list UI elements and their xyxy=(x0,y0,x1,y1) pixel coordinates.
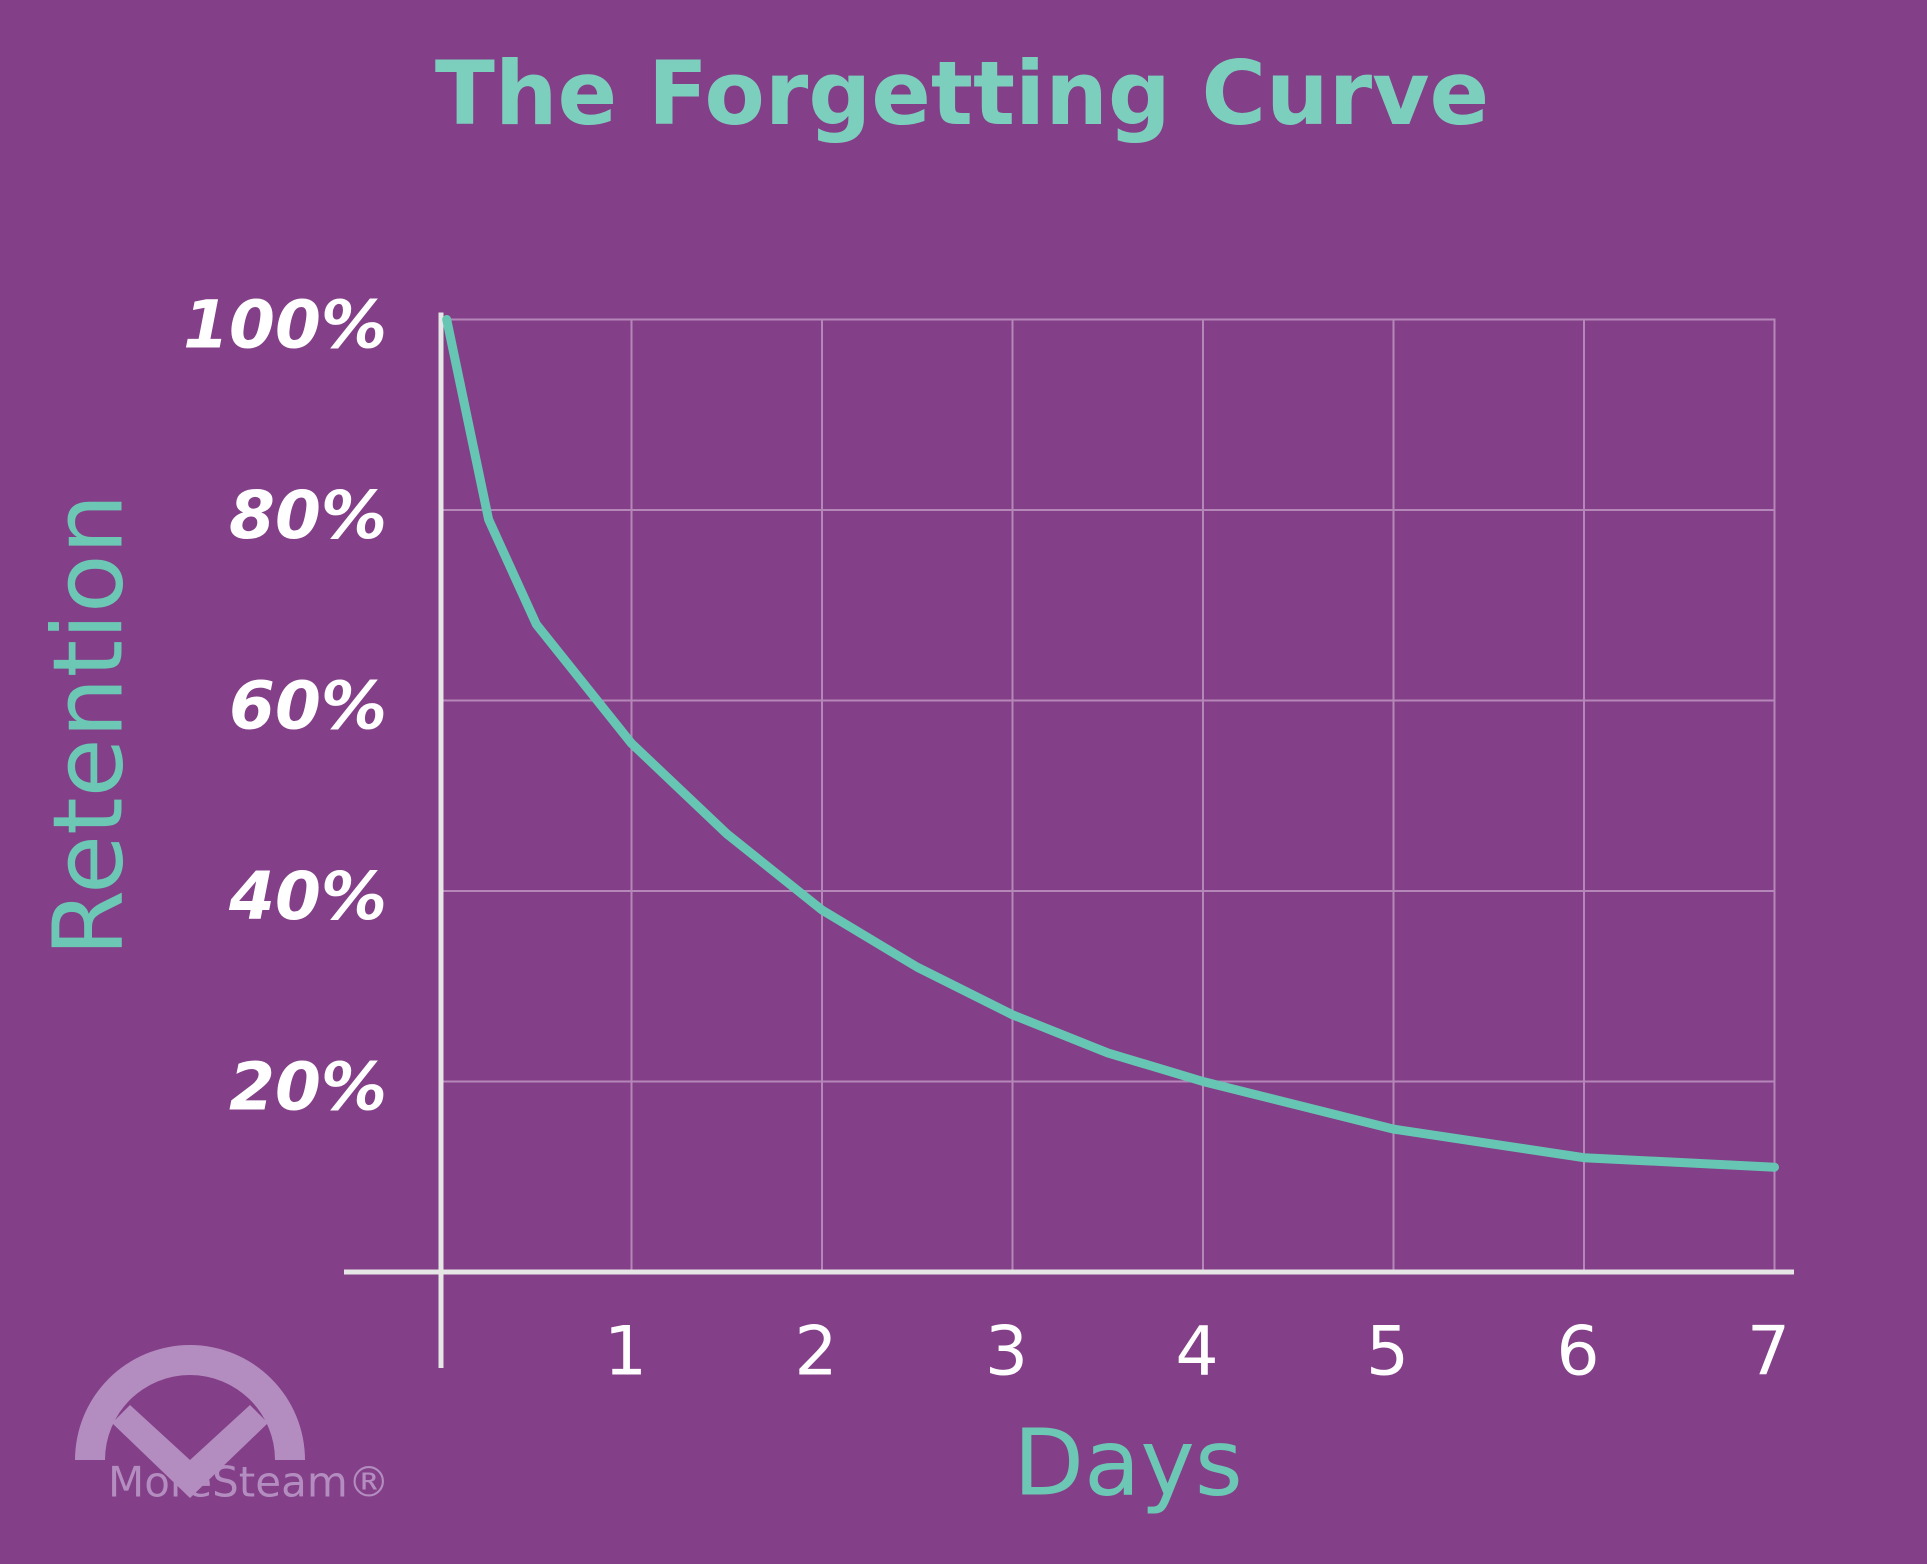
y-tick-label: 40% xyxy=(228,858,387,935)
y-axis-label: Retention xyxy=(32,494,144,957)
x-tick-label: 1 xyxy=(604,1313,647,1392)
y-tick-label: 60% xyxy=(229,668,387,745)
x-tick-label: 7 xyxy=(1747,1313,1790,1392)
chart-title: The Forgetting Curve xyxy=(435,42,1489,145)
plot-area: 20% 40% 60% 80% 100% 1 2 3 4 5 6 7 xyxy=(183,287,1794,1392)
y-tick-label: 20% xyxy=(229,1049,387,1126)
x-axis-label: Days xyxy=(1013,1409,1243,1516)
y-tick-label: 100% xyxy=(183,287,387,364)
x-tick-label: 3 xyxy=(985,1313,1028,1392)
x-tick-label: 4 xyxy=(1175,1313,1218,1392)
x-tick-label: 5 xyxy=(1366,1313,1409,1392)
logo-check xyxy=(112,1405,268,1498)
y-tick-label: 80% xyxy=(229,477,387,554)
logo-text: MoreSteam® xyxy=(108,1458,390,1507)
logo: MoreSteam® xyxy=(75,1345,390,1507)
x-tick-label: 6 xyxy=(1556,1313,1599,1392)
line-series xyxy=(442,315,1779,1172)
logo-gear xyxy=(75,1345,305,1460)
x-tick-label: 2 xyxy=(794,1313,837,1392)
